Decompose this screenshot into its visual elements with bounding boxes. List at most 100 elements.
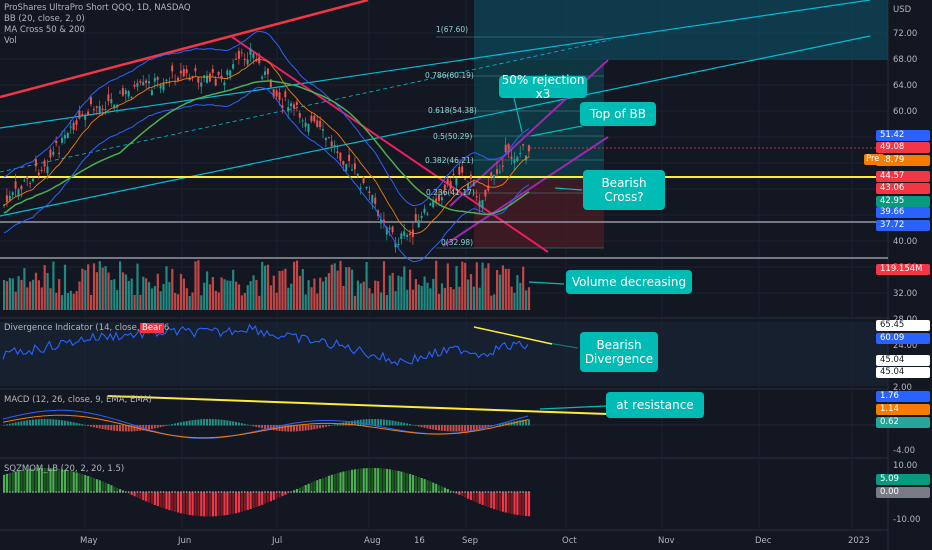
sqz-bar — [40, 468, 43, 493]
candle — [481, 200, 484, 208]
volume-bar — [432, 278, 435, 310]
sqz-bar — [46, 468, 49, 493]
volume-bar — [313, 278, 316, 310]
volume-bar — [223, 279, 226, 310]
sqz-bar — [23, 469, 26, 493]
sqz-dot — [252, 491, 255, 493]
sqz-bar — [359, 468, 362, 493]
candle — [525, 155, 527, 161]
macd-histogram-bar — [330, 425, 333, 426]
sqz-bar — [214, 492, 217, 517]
candle — [52, 151, 55, 155]
callout-bearish-divergence[interactable]: Bearish Divergence — [580, 332, 658, 372]
callout-top-bb[interactable]: Top of BB — [580, 102, 656, 126]
volume-bar — [174, 292, 177, 310]
divergence-title[interactable]: Divergence Indicator (14, close, 5, 5, 6 — [4, 323, 170, 333]
candle — [113, 104, 116, 109]
macd-histogram-bar — [194, 419, 197, 426]
candle — [272, 89, 275, 97]
sqz-bar — [171, 492, 174, 512]
sqz-bar — [295, 488, 299, 493]
macd-histogram-bar — [316, 425, 319, 429]
sqz-dot — [211, 491, 214, 493]
volume-bar — [252, 275, 255, 310]
sqz-dot — [339, 491, 342, 493]
price-label: 42.95 — [876, 196, 930, 207]
candle — [179, 70, 182, 74]
sqz-bar — [522, 492, 525, 516]
sqz-bar — [32, 468, 35, 493]
candle — [148, 81, 150, 84]
macd-histogram-bar — [43, 419, 46, 426]
callout-bearish-cross[interactable]: Bearish Cross? — [583, 170, 665, 210]
macd-title[interactable]: MACD (12, 26, close, 9, EMA, EMA) — [4, 395, 152, 405]
callout-rejection[interactable]: 50% rejection x3 — [499, 73, 587, 101]
sqz-dot — [20, 491, 23, 493]
sqz-dot — [307, 491, 310, 493]
chart-title: ProShares UltraPro Short QQQ, 1D, NASDAQ — [4, 3, 191, 13]
volume-bar — [69, 290, 72, 310]
sqz-dot — [272, 491, 275, 493]
macd-histogram-bar — [319, 425, 322, 429]
callout-pointer — [528, 281, 565, 285]
candle — [287, 107, 290, 112]
sqz-bar — [29, 468, 32, 493]
macd-histogram-bar — [26, 420, 29, 426]
macd-tick-0: 2.00 — [893, 383, 912, 393]
sqz-dot — [32, 491, 34, 493]
candle — [339, 152, 342, 161]
bb-legend[interactable]: BB (20, close, 2, 0) — [4, 14, 85, 24]
sqz-dot — [414, 491, 417, 493]
sqz-bar — [388, 469, 391, 493]
sqz-dot — [217, 491, 220, 493]
candle — [159, 85, 162, 89]
sqz-title[interactable]: SQZMOM_LB (20, 2, 20, 1.5) — [4, 464, 125, 474]
macd-histogram-bar — [133, 425, 136, 432]
callout-volume[interactable]: Volume decreasing — [566, 270, 692, 294]
volume-bar — [130, 278, 133, 310]
volume-bar — [519, 282, 522, 310]
sqz-bar — [301, 486, 304, 493]
sqz-dot — [455, 491, 458, 493]
macd-histogram-bar — [501, 423, 504, 426]
sqz-dot — [403, 491, 406, 493]
volume-bar — [95, 272, 98, 310]
volume-bar — [156, 273, 159, 310]
candle — [58, 152, 61, 154]
sqz-dot — [423, 491, 426, 493]
purple-channel-lower — [442, 136, 609, 247]
volume-bar — [136, 263, 139, 310]
sqz-dot — [40, 491, 43, 493]
sqz-dot — [95, 491, 98, 493]
candle — [388, 227, 391, 230]
macd-histogram-bar — [324, 425, 327, 427]
volume-bar — [426, 282, 429, 310]
volume-bar — [142, 276, 145, 310]
price-label: 43.06 — [876, 183, 930, 194]
volume-bar — [388, 275, 391, 310]
macd-histogram-bar — [46, 419, 49, 426]
sqz-bar — [258, 492, 261, 506]
volume-bar — [258, 295, 261, 310]
macd-histogram-bar — [130, 425, 133, 432]
volume-bar — [75, 291, 78, 310]
ma-legend[interactable]: MA Cross 50 & 200 — [4, 25, 85, 35]
macd-histogram-bar — [211, 419, 214, 426]
macd-histogram-bar — [472, 425, 475, 431]
macd-histogram-bar — [498, 424, 501, 426]
price-tick: 72.00 — [893, 29, 918, 39]
vol-legend[interactable]: Vol — [4, 36, 17, 46]
volume-bar — [34, 272, 38, 310]
candle — [197, 77, 200, 83]
sqz-dot — [229, 491, 232, 493]
macd-histogram-bar — [150, 425, 153, 429]
candle — [220, 75, 223, 79]
macd-histogram-bar — [527, 419, 530, 426]
callout-resistance[interactable]: at resistance — [606, 392, 704, 418]
sqz-dot — [397, 491, 400, 493]
candle — [98, 105, 101, 113]
price-tick: 64.00 — [893, 81, 918, 91]
macd-histogram-bar — [237, 422, 240, 426]
sqz-bar — [78, 473, 81, 493]
